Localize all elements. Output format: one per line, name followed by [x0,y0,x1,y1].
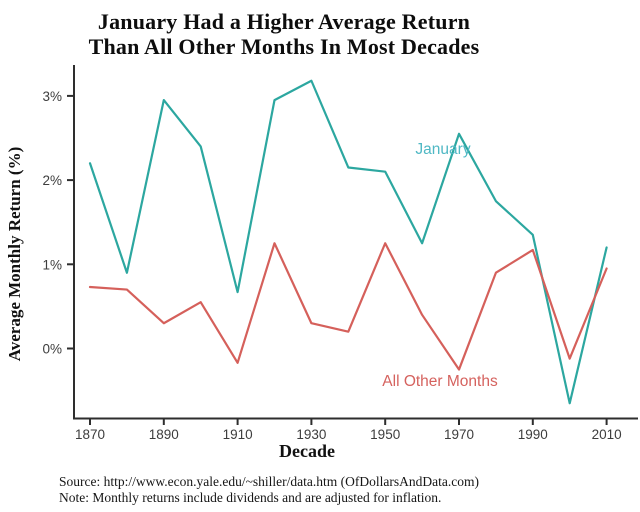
y-tick-label: 0% [42,342,62,357]
x-axis-title: Decade [279,441,335,461]
x-tick-label: 1890 [149,427,179,442]
y-tick-label: 3% [42,89,62,104]
x-tick-label: 1990 [518,427,548,442]
axes [73,65,638,420]
chart-title-line-1: January Had a Higher Average Return [97,9,471,34]
x-tick-label: 1870 [75,427,105,442]
all-other-months-line [88,242,608,371]
january-line-label: January [415,141,471,158]
x-tick-label: 1930 [296,427,326,442]
x-tick-label: 1950 [370,427,400,442]
all-other-months-line-label: All Other Months [382,373,498,390]
chart-footer: Source: http://www.econ.yale.edu/~shille… [59,474,479,506]
chart-title: January Had a Higher Average Return Than… [0,9,568,59]
x-tick-label: 1970 [444,427,474,442]
x-tick-label: 2010 [592,427,622,442]
january-line [88,79,608,405]
x-tick-label: 1910 [223,427,253,442]
chart-title-line-2: Than All Other Months In Most Decades [88,34,480,59]
inflation-note: Note: Monthly returns include dividends … [59,490,442,505]
y-tick-label: 1% [42,257,62,272]
source-note: Source: http://www.econ.yale.edu/~shille… [59,474,479,489]
y-tick-label: 2% [42,173,62,188]
